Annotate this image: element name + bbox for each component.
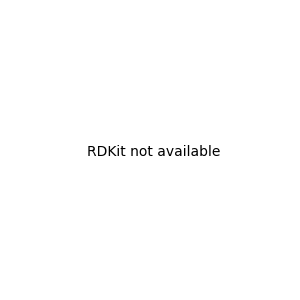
Text: RDKit not available: RDKit not available (87, 145, 220, 158)
